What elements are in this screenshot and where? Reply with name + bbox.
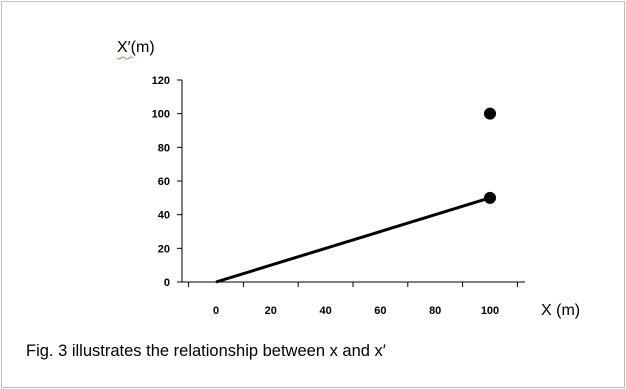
y-tick-label: 40 [158, 210, 170, 222]
y-tick-label: 80 [158, 142, 170, 154]
chart-axes [181, 80, 525, 283]
x-tick-label: 80 [429, 305, 441, 317]
x-ticks: 0 20 40 60 80 100 [188, 282, 518, 317]
chart: 0 20 40 60 80 100 120 0 20 40 60 80 100 X′(m) X (m) [116, 39, 580, 319]
data-point [484, 107, 496, 120]
y-tick-label: 100 [152, 109, 170, 121]
y-tick-label: 120 [152, 75, 170, 87]
y-tick-label: 0 [164, 277, 170, 289]
series-line [215, 196, 491, 284]
x-tick-label: 60 [374, 305, 386, 317]
y-tick-label: 60 [158, 176, 170, 188]
figure-caption: Fig. 3 illustrates the relationship betw… [26, 342, 386, 360]
y-axis-label: X′(m) [117, 39, 155, 56]
x-tick-label: 20 [265, 305, 277, 317]
y-tick-label: 20 [158, 243, 170, 255]
spellcheck-underline [116, 56, 134, 60]
x-tick-label: 40 [319, 305, 331, 317]
y-ticks: 0 20 40 60 80 100 120 [152, 75, 182, 289]
chart-series [215, 107, 496, 284]
x-tick-label: 100 [481, 305, 499, 317]
data-point [484, 191, 496, 204]
x-tick-label: 0 [213, 305, 219, 317]
x-axis-label: X (m) [541, 302, 580, 319]
